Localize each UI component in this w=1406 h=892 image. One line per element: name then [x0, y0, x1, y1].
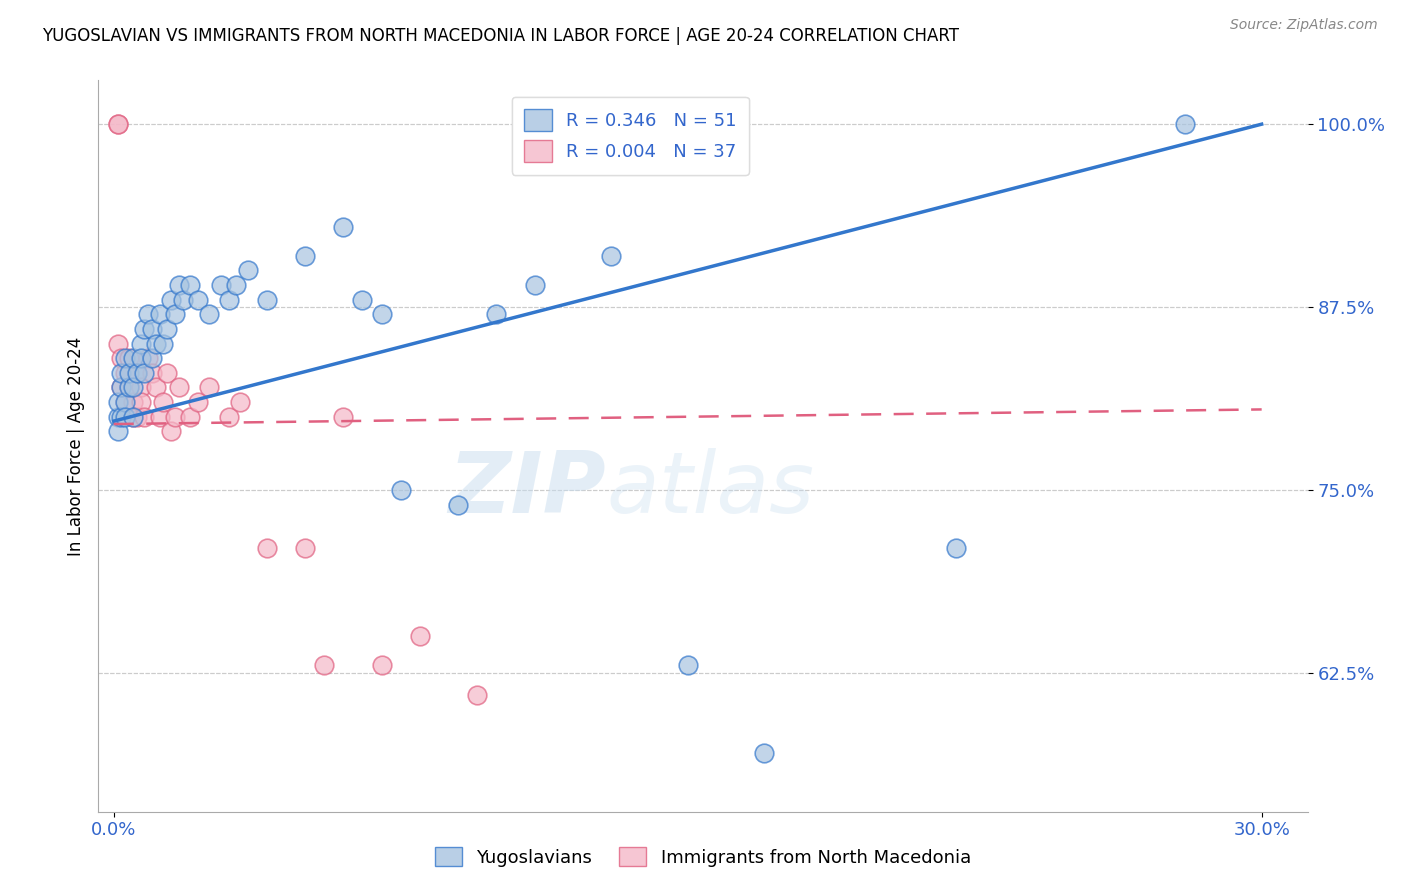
- Point: [125, 366, 148, 380]
- Legend: R = 0.346   N = 51, R = 0.004   N = 37: R = 0.346 N = 51, R = 0.004 N = 37: [512, 96, 749, 175]
- Text: Source: ZipAtlas.com: Source: ZipAtlas.com: [1230, 18, 1378, 32]
- Point: [134, 409, 156, 424]
- Point: [163, 409, 186, 424]
- Point: [156, 322, 179, 336]
- Point: [136, 307, 159, 321]
- Point: [187, 395, 209, 409]
- Point: [225, 278, 247, 293]
- Point: [409, 629, 432, 643]
- Point: [352, 293, 374, 307]
- Point: [447, 498, 470, 512]
- Point: [145, 380, 167, 394]
- Text: YUGOSLAVIAN VS IMMIGRANTS FROM NORTH MACEDONIA IN LABOR FORCE | AGE 20-24 CORREL: YUGOSLAVIAN VS IMMIGRANTS FROM NORTH MAC…: [42, 27, 959, 45]
- Point: [114, 351, 136, 366]
- Point: [370, 658, 392, 673]
- Point: [114, 409, 136, 424]
- Point: [754, 746, 776, 760]
- Text: atlas: atlas: [606, 449, 814, 532]
- Point: [121, 409, 143, 424]
- Point: [256, 541, 278, 556]
- Point: [107, 425, 129, 439]
- Point: [114, 366, 136, 380]
- Point: [160, 293, 183, 307]
- Point: [152, 336, 174, 351]
- Point: [256, 293, 278, 307]
- Point: [600, 249, 623, 263]
- Point: [294, 541, 316, 556]
- Point: [121, 351, 143, 366]
- Point: [156, 366, 179, 380]
- Point: [118, 380, 141, 394]
- Point: [141, 322, 163, 336]
- Point: [389, 483, 412, 497]
- Point: [314, 658, 336, 673]
- Point: [129, 351, 152, 366]
- Point: [187, 293, 209, 307]
- Point: [114, 395, 136, 409]
- Point: [110, 409, 132, 424]
- Point: [110, 351, 132, 366]
- Point: [141, 366, 163, 380]
- Point: [179, 278, 201, 293]
- Point: [107, 395, 129, 409]
- Point: [218, 409, 240, 424]
- Point: [118, 366, 141, 380]
- Point: [149, 307, 172, 321]
- Point: [149, 409, 172, 424]
- Point: [152, 395, 174, 409]
- Point: [118, 351, 141, 366]
- Point: [167, 278, 190, 293]
- Point: [485, 307, 508, 321]
- Point: [145, 336, 167, 351]
- Point: [172, 293, 194, 307]
- Point: [107, 409, 129, 424]
- Point: [121, 409, 143, 424]
- Point: [129, 380, 152, 394]
- Point: [370, 307, 392, 321]
- Point: [110, 380, 132, 394]
- Point: [107, 117, 129, 131]
- Point: [167, 380, 190, 394]
- Point: [121, 395, 143, 409]
- Point: [198, 380, 221, 394]
- Point: [129, 336, 152, 351]
- Point: [110, 380, 132, 394]
- Point: [198, 307, 221, 321]
- Point: [294, 249, 316, 263]
- Point: [107, 336, 129, 351]
- Legend: Yugoslavians, Immigrants from North Macedonia: Yugoslavians, Immigrants from North Mace…: [427, 840, 979, 874]
- Point: [218, 293, 240, 307]
- Point: [118, 380, 141, 394]
- Point: [125, 366, 148, 380]
- Point: [332, 219, 354, 234]
- Point: [523, 278, 546, 293]
- Point: [209, 278, 232, 293]
- Point: [160, 425, 183, 439]
- Point: [141, 351, 163, 366]
- Point: [229, 395, 252, 409]
- Point: [676, 658, 699, 673]
- Point: [110, 366, 132, 380]
- Point: [1174, 117, 1197, 131]
- Point: [945, 541, 967, 556]
- Point: [465, 688, 488, 702]
- Point: [134, 322, 156, 336]
- Y-axis label: In Labor Force | Age 20-24: In Labor Force | Age 20-24: [66, 336, 84, 556]
- Point: [134, 366, 156, 380]
- Point: [114, 395, 136, 409]
- Point: [163, 307, 186, 321]
- Point: [107, 117, 129, 131]
- Point: [129, 395, 152, 409]
- Point: [136, 351, 159, 366]
- Point: [125, 409, 148, 424]
- Point: [332, 409, 354, 424]
- Point: [236, 263, 259, 277]
- Point: [121, 380, 143, 394]
- Point: [179, 409, 201, 424]
- Text: ZIP: ZIP: [449, 449, 606, 532]
